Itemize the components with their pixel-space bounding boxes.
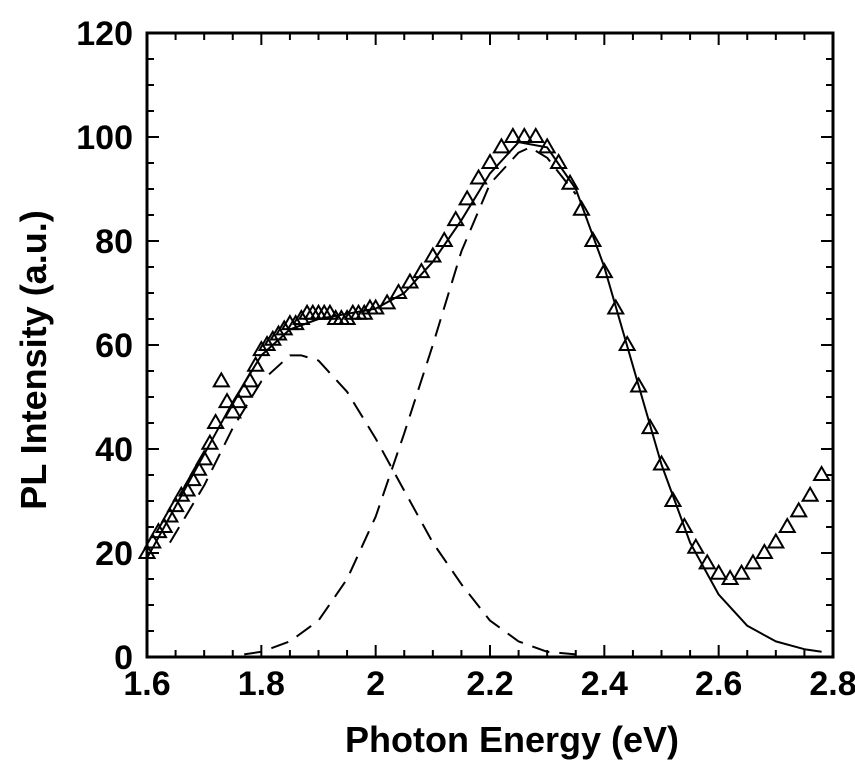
data-point-triangle — [526, 126, 545, 143]
data-point-triangle — [709, 563, 728, 580]
plot-frame — [145, 31, 835, 659]
y-tick-label: 40 — [95, 431, 133, 469]
data-point-triangle — [469, 168, 488, 185]
fit-component-dashed-line — [169, 354, 576, 656]
data-point-triangle — [629, 376, 648, 393]
data-point-triangle — [320, 303, 340, 320]
data-point-triangle — [537, 137, 557, 154]
data-point-triangle — [686, 537, 706, 554]
data-point-triangle — [435, 230, 454, 247]
x-tick-label: 1.6 — [123, 665, 170, 703]
data-point-triangle — [200, 433, 220, 450]
fit-component-dashed-line — [244, 146, 577, 656]
data-point-triangle — [423, 246, 443, 263]
data-point-triangle — [800, 485, 820, 502]
data-point-triangle — [675, 516, 694, 533]
data-point-triangle — [606, 298, 625, 315]
data-point-triangle — [412, 262, 431, 279]
x-tick-label: 2 — [366, 665, 385, 703]
data-point-triangle — [377, 293, 397, 310]
data-point-triangle — [234, 381, 254, 398]
y-tick-label: 80 — [95, 223, 133, 261]
data-point-triangle — [446, 210, 465, 227]
data-point-triangle — [812, 464, 831, 481]
data-point-triangle — [137, 542, 157, 559]
data-point-triangle — [223, 402, 242, 419]
data-point-triangle — [194, 449, 214, 466]
data-point-triangle — [400, 272, 420, 289]
data-point-triangle — [572, 199, 591, 216]
data-point-triangle — [457, 189, 477, 206]
data-point-triangle — [778, 516, 797, 533]
y-tick-label: 0 — [114, 639, 133, 677]
data-point-triangle — [583, 230, 603, 247]
data-point-triangle — [269, 324, 288, 341]
data-point-triangle — [503, 126, 523, 143]
y-tick-label: 100 — [76, 119, 133, 157]
x-tick-label: 2.8 — [809, 665, 855, 703]
data-point-triangle — [766, 532, 786, 549]
data-point-triangle — [640, 418, 660, 435]
x-axis-title: Photon Energy (eV) — [345, 719, 679, 760]
data-point-triangle — [240, 371, 260, 388]
data-point-triangle — [154, 516, 174, 533]
y-tick-label: 60 — [95, 327, 133, 365]
data-point-triangle — [492, 137, 511, 154]
data-point-triangle — [166, 496, 185, 513]
data-point-triangle — [183, 470, 202, 487]
data-point-triangle — [177, 480, 197, 497]
data-point-triangle — [480, 152, 500, 169]
x-tick-label: 2.4 — [581, 665, 628, 703]
data-point-triangle — [617, 334, 637, 351]
data-point-triangle — [595, 262, 614, 279]
data-point-triangle — [560, 173, 580, 190]
data-point-triangle — [217, 392, 237, 409]
data-point-triangle — [246, 355, 265, 372]
data-point-triangle — [160, 506, 180, 523]
data-point-triangle — [389, 282, 408, 299]
data-point-triangle — [172, 485, 191, 502]
data-point-triangle — [143, 532, 162, 549]
data-point-triangle — [229, 392, 248, 409]
y-axis-title: PL Intensity (a.u.) — [13, 210, 54, 509]
data-point-triangle — [286, 314, 305, 331]
data-point-triangle — [263, 329, 282, 346]
y-tick-label: 20 — [95, 535, 133, 573]
x-tick-label: 1.8 — [238, 665, 285, 703]
data-point-triangle — [252, 340, 271, 357]
data-point-triangle — [663, 490, 683, 507]
data-point-triangle — [189, 459, 208, 476]
data-point-triangle — [257, 334, 277, 351]
data-point-triangle — [206, 412, 225, 429]
y-tick-label: 120 — [76, 15, 133, 53]
x-tick-label: 2.6 — [695, 665, 742, 703]
data-point-triangle — [789, 501, 808, 518]
data-point-triangle — [549, 152, 568, 169]
data-point-triangle — [515, 126, 534, 143]
data-point-triangle — [732, 563, 751, 580]
x-tick-label: 2.2 — [466, 665, 513, 703]
data-point-triangle — [212, 371, 231, 388]
data-point-triangle — [743, 553, 763, 570]
data-point-triangle — [755, 542, 774, 559]
data-point-triangle — [149, 522, 168, 539]
data-point-triangle — [652, 454, 671, 471]
data-point-triangle — [698, 553, 717, 570]
